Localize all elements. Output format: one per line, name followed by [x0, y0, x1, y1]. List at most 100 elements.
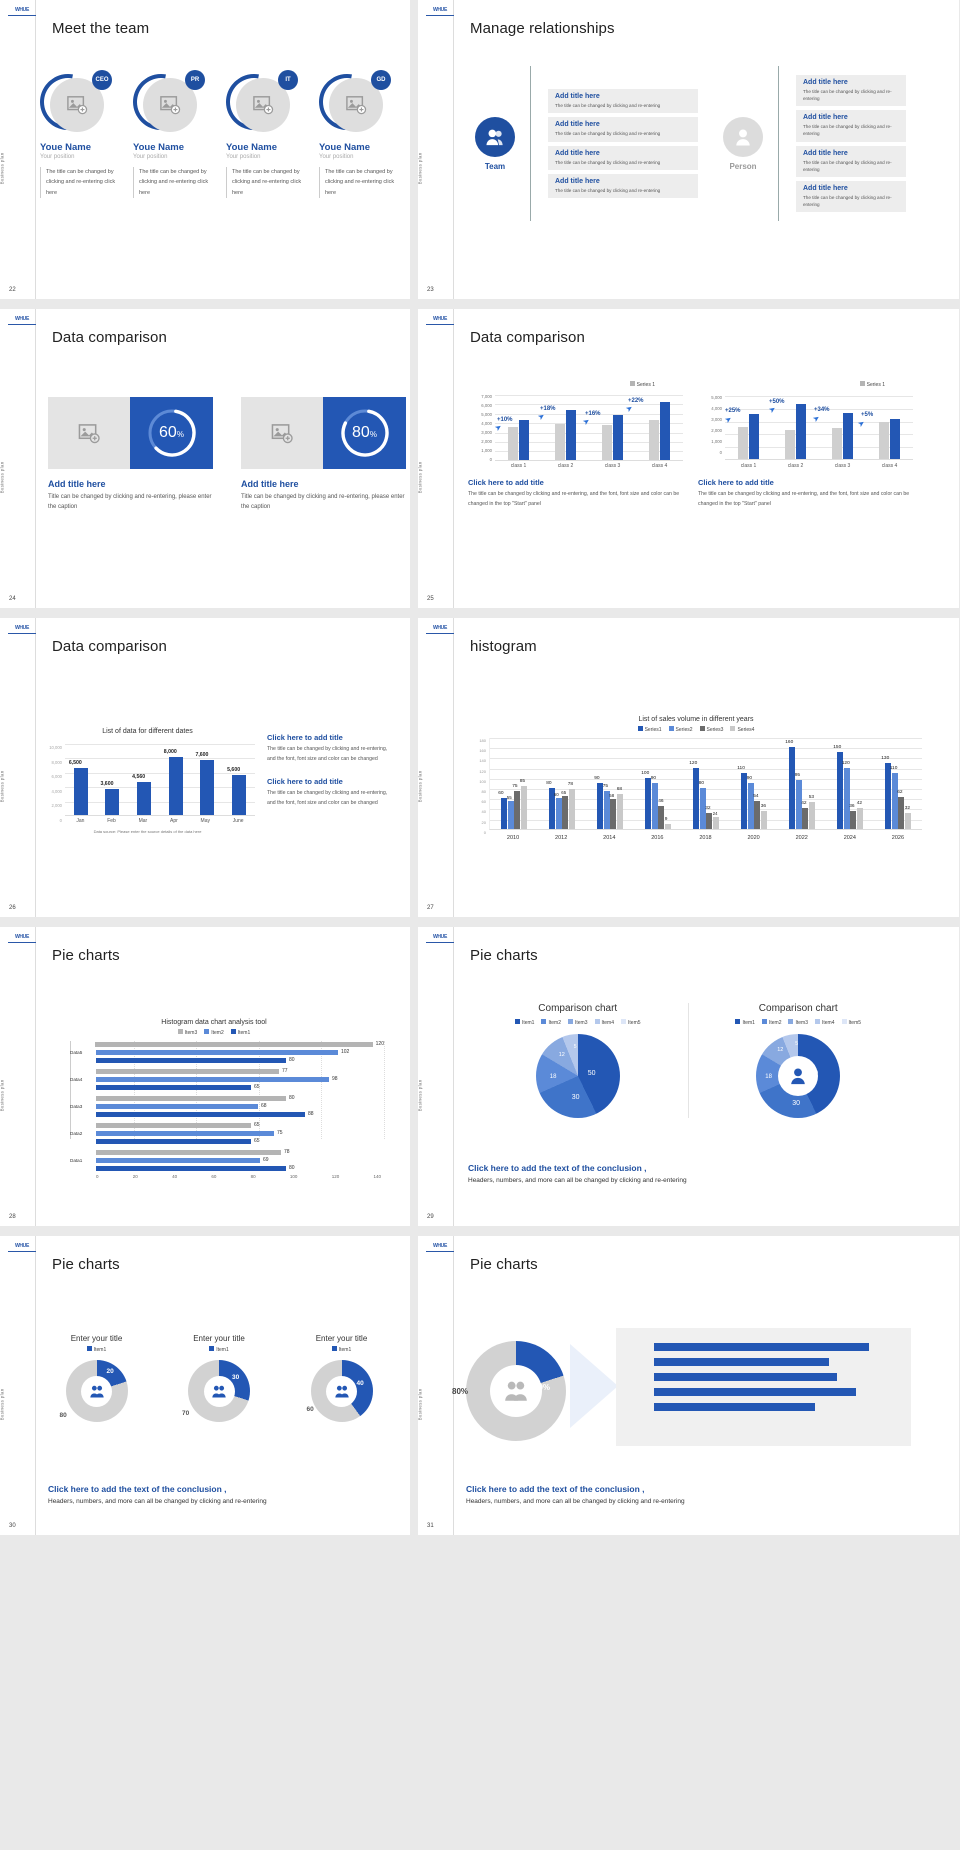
- logo: WHUE: [8, 6, 36, 16]
- grid-gap: [0, 608, 960, 618]
- grid-gap: [410, 309, 418, 608]
- slide-22[interactable]: WHUE Business plan Meet the team CEO You…: [0, 0, 410, 299]
- slice-label: 80: [59, 1412, 67, 1419]
- image-placeholder[interactable]: [48, 397, 130, 469]
- people-icon: [505, 1381, 527, 1401]
- logo: WHUE: [8, 933, 36, 943]
- slide-31[interactable]: WHUE Business plan Pie charts 80% 20%: [418, 1236, 959, 1535]
- slide-23[interactable]: WHUE Business plan Manage relationships …: [418, 0, 959, 299]
- chart-legend: Item1: [289, 1346, 394, 1353]
- team-member[interactable]: PR Youe Name Your position The title can…: [122, 63, 213, 199]
- page-title: histogram: [470, 638, 537, 655]
- team-hub[interactable]: Team: [468, 116, 522, 171]
- team-member[interactable]: GD Youe Name Your position The title can…: [308, 63, 399, 199]
- chart-s31-bars: [616, 1328, 911, 1446]
- slide-24[interactable]: WHUE Business plan Data comparison 60%: [0, 309, 410, 608]
- info-card[interactable]: Add title here The title can be changed …: [548, 117, 698, 142]
- pie: 50 30 18 12 5: [535, 1034, 620, 1118]
- donut-chart: Enter your title Item1 30 70: [167, 1334, 272, 1422]
- gauge-ring-icon: [147, 409, 196, 457]
- org-group-person: Person Add title here The title can be c…: [716, 66, 906, 221]
- slice-label: 70: [182, 1410, 190, 1417]
- image-placeholder[interactable]: [241, 397, 323, 469]
- annotation: +50%: [769, 399, 785, 405]
- x-axis-ticks: Jan Feb Mar Apr May June: [76, 818, 244, 824]
- info-card[interactable]: Add title here The title can be changed …: [548, 89, 698, 114]
- team-member[interactable]: CEO Youe Name Your position The title ca…: [29, 63, 120, 199]
- member-position: Your position: [226, 154, 261, 160]
- logo: WHUE: [8, 624, 36, 634]
- chart-legend: Item1: [44, 1346, 149, 1353]
- grid-gap: [0, 917, 960, 927]
- conclusion-desc: Headers, numbers, and more can all be ch…: [48, 1498, 267, 1505]
- slide-25[interactable]: WHUE Business plan Data comparison Serie…: [418, 309, 959, 608]
- slice-label: 5: [573, 1044, 577, 1050]
- chart-legend: Series 1: [468, 381, 683, 388]
- team-member[interactable]: IT Youe Name Your position The title can…: [215, 63, 306, 199]
- slide-28[interactable]: WHUE Business plan Pie charts Histogram …: [0, 927, 410, 1226]
- slide-26[interactable]: WHUE Business plan Data comparison List …: [0, 618, 410, 917]
- comparison-card[interactable]: 60% Add title here Title can be changed …: [48, 397, 213, 513]
- card-title: Add title here: [803, 79, 848, 87]
- chart-legend: Item1 Item2 Item3 Item4 Item5: [468, 1019, 688, 1026]
- avatar: GD: [308, 63, 395, 141]
- slide-27[interactable]: WHUE Business plan histogram List of sal…: [418, 618, 959, 917]
- comparison-card[interactable]: 80% Add title here Title can be changed …: [241, 397, 406, 513]
- member-desc: The title can be changed by clicking and…: [133, 167, 213, 199]
- percent-value: 60%: [159, 424, 184, 441]
- annotation: +25%: [725, 408, 741, 414]
- logo: WHUE: [426, 6, 454, 16]
- rail-label: Business plan: [418, 152, 423, 184]
- team-label: Team: [484, 161, 506, 171]
- slice-label: 12: [558, 1052, 565, 1058]
- card-title: Add title here: [803, 149, 848, 157]
- logo: WHUE: [426, 624, 454, 634]
- comparison-cards: 60% Add title here Title can be changed …: [48, 397, 406, 513]
- slide-row: WHUE Business plan Pie charts Histogram …: [0, 927, 960, 1226]
- y-axis-ticks: 5,000 4,000 3,000 2,000 1,000 0: [711, 395, 722, 455]
- slide-29[interactable]: WHUE Business plan Pie charts Comparison…: [418, 927, 959, 1226]
- plot-area: 60 55 75 85 80 60 65 78 90 75 58 68 100 90 46 9 120 8…: [489, 738, 922, 830]
- slide-rail: WHUE Business plan: [0, 618, 36, 917]
- info-card[interactable]: Add title here The title can be changed …: [548, 145, 698, 170]
- slide-row: WHUE Business plan Data comparison List …: [0, 618, 960, 917]
- caption-desc: The title can be changed by clicking and…: [267, 790, 388, 806]
- info-card[interactable]: Add title here The title can be changed …: [548, 173, 698, 198]
- info-card[interactable]: Add title here The title can be changed …: [796, 180, 906, 212]
- people-icon: [334, 1385, 349, 1397]
- slide-rail: WHUE Business plan: [0, 1236, 36, 1535]
- person-hub[interactable]: Person: [716, 116, 770, 171]
- bar-label: Data2: [70, 1130, 83, 1136]
- slice-label: 12: [777, 1047, 784, 1053]
- info-card[interactable]: Add title here The title can be changed …: [796, 110, 906, 142]
- donut: 50 30 18 12 5: [756, 1034, 841, 1118]
- page-number: 30: [9, 1523, 16, 1529]
- chart-title: Enter your title: [193, 1334, 245, 1343]
- role-badge: CEO: [92, 70, 112, 90]
- caption-title: Click here to add title: [267, 733, 343, 742]
- team-icon: [475, 116, 515, 157]
- card-desc: The title can be changed by clicking and…: [803, 89, 892, 102]
- chart-title: Enter your title: [315, 1334, 368, 1343]
- pie-chart-left: Comparison chart Item1 Item2 Item3 Item4…: [468, 1003, 689, 1118]
- slice-label: 20: [106, 1368, 114, 1375]
- member-position: Your position: [40, 154, 75, 160]
- chart-legend: Item1: [167, 1346, 272, 1353]
- slice-label: 5: [795, 1041, 799, 1047]
- slide-deck-grid: WHUE Business plan Meet the team CEO You…: [0, 0, 960, 1535]
- chart-legend: Item3 Item2 Item1: [44, 1029, 384, 1036]
- card-desc: The title can be changed by clicking and…: [555, 187, 661, 193]
- page-number: 27: [427, 905, 434, 911]
- gauge-ring-icon: [340, 409, 389, 457]
- role-badge: GD: [371, 70, 391, 90]
- chart-legend: Series 1: [698, 381, 913, 388]
- donut-chart: Enter your title Item1 20 80: [44, 1334, 149, 1422]
- x-axis-ticks: class 1 class 2 class 3 class 4: [510, 463, 668, 469]
- slide-30[interactable]: WHUE Business plan Pie charts Enter your…: [0, 1236, 410, 1535]
- slide-rail: WHUE Business plan: [418, 618, 454, 917]
- y-axis-ticks: 180 160 140 120 100 80 60 40 20 0: [479, 738, 486, 835]
- slice-label: 18: [549, 1074, 557, 1080]
- member-name: Youe Name: [226, 142, 278, 153]
- info-card[interactable]: Add title here The title can be changed …: [796, 145, 906, 177]
- info-card[interactable]: Add title here The title can be changed …: [796, 75, 906, 107]
